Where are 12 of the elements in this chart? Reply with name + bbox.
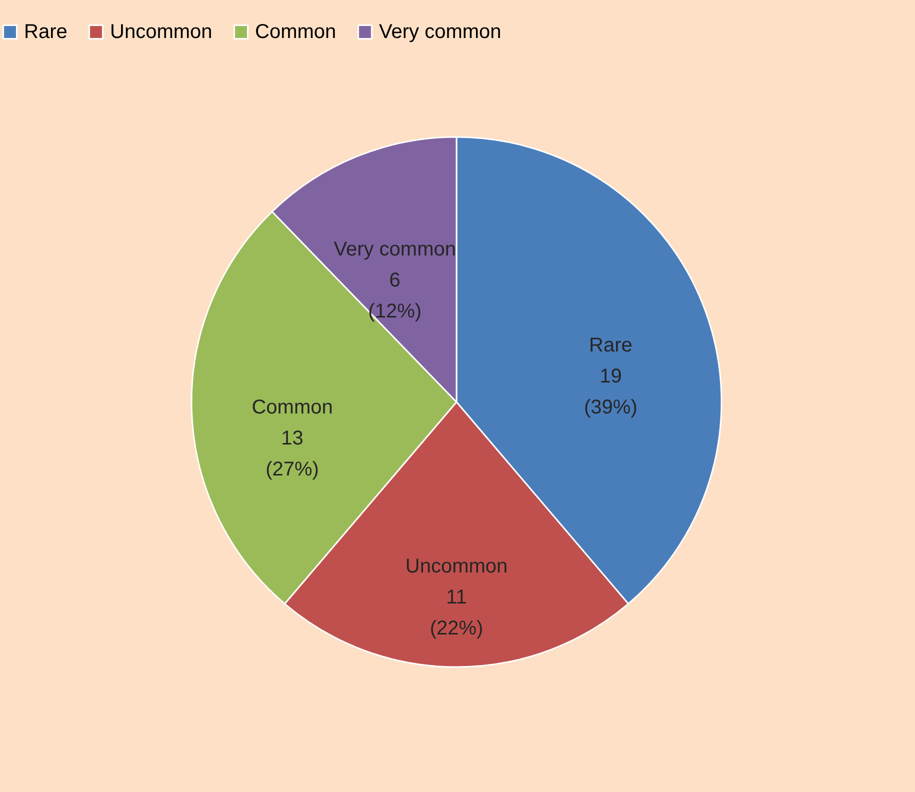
data-label: 6 (12%) xyxy=(368,270,422,323)
slice-label: Common xyxy=(252,396,333,418)
legend-label: Very common xyxy=(379,21,502,43)
data-label: 19 (39%) xyxy=(584,365,638,418)
slice-label: Very common xyxy=(334,238,456,261)
legend-label: Rare xyxy=(24,21,68,43)
data-label: 13 (27%) xyxy=(266,427,319,480)
slice-label: Rare xyxy=(589,334,632,356)
slice-label: Uncommon xyxy=(405,555,508,578)
data-label: 11 (22%) xyxy=(430,586,484,640)
legend-label: Common xyxy=(255,21,336,43)
legend-label: Uncommon xyxy=(110,21,212,43)
